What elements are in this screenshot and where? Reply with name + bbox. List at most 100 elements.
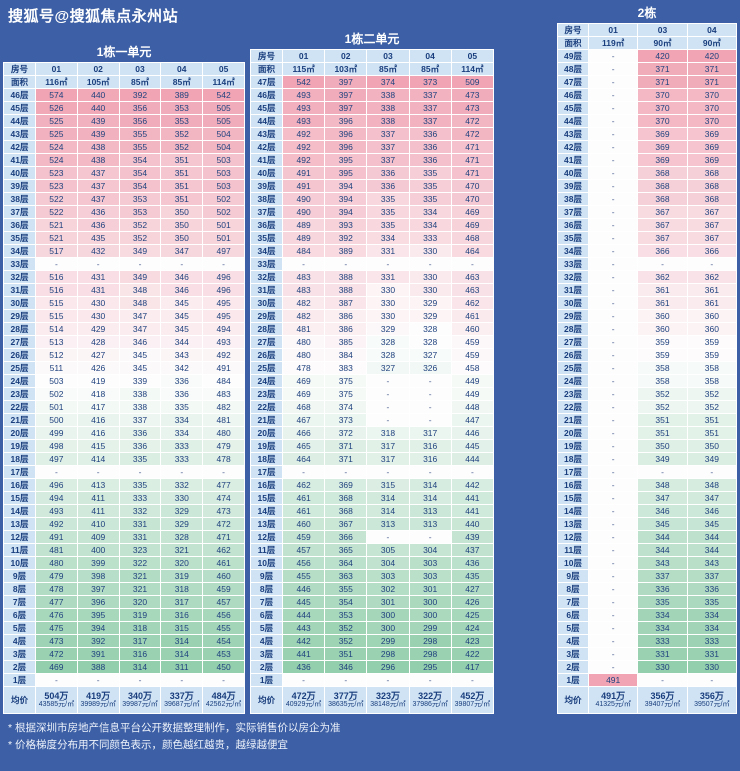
price-cell: - — [587, 283, 639, 297]
price-cell: 360 — [686, 322, 738, 336]
price-cell: 472 — [450, 127, 495, 141]
price-cell: 420 — [686, 49, 738, 63]
header-row: 面积 115㎡ 103㎡ 85㎡ 85㎡ 114㎡ — [250, 62, 495, 76]
price-cell: - — [408, 413, 452, 427]
table-row: 23层 -352 352 — [557, 387, 738, 401]
price-cell: 321 — [118, 582, 162, 596]
price-cell: 358 — [637, 361, 688, 375]
price-cell: 389 — [324, 244, 368, 258]
floor-label: 29层 — [250, 309, 283, 323]
avg-price-cell: 472万 40929元/㎡ — [281, 686, 326, 714]
price-cell: 436 — [76, 205, 120, 219]
price-cell: 512 — [35, 348, 78, 362]
price-cell: - — [587, 634, 639, 648]
table-row: 17层 - - - - - — [250, 465, 495, 479]
price-cell: 303 — [366, 569, 410, 583]
floor-label: 11层 — [250, 543, 283, 557]
floor-label: 9层 — [3, 569, 36, 583]
avg-price-cell: 356万 39407元/㎡ — [637, 686, 688, 714]
price-cell: 365 — [324, 543, 368, 557]
floor-label: 38层 — [557, 192, 589, 206]
price-cell: 314 — [366, 504, 410, 518]
price-cell: 328 — [408, 322, 452, 336]
price-cell: 371 — [686, 75, 738, 89]
price-cell: 385 — [324, 335, 368, 349]
price-cell: 368 — [637, 192, 688, 206]
price-cell: 426 — [76, 361, 120, 375]
price-cell: 314 — [160, 634, 204, 648]
price-cell: 295 — [408, 660, 452, 674]
price-cell: 397 — [76, 582, 120, 596]
floor-label: 30层 — [250, 296, 283, 310]
price-cell: 369 — [686, 127, 738, 141]
table-row: 32层 516 431 349 346 496 — [3, 270, 245, 284]
area-header: 85㎡ — [160, 75, 204, 89]
price-cell: 460 — [281, 517, 326, 531]
price-cell: 345 — [160, 322, 204, 336]
price-cell: 368 — [637, 179, 688, 193]
price-cell: 344 — [160, 335, 204, 349]
price-cell: - — [587, 530, 639, 544]
price-cell: 471 — [450, 140, 495, 154]
price-cell: 356 — [118, 114, 162, 128]
price-cell: - — [408, 673, 452, 687]
table-row: 1层 - - - - - — [250, 673, 495, 687]
price-cell: 347 — [118, 322, 162, 336]
price-cell: 440 — [450, 517, 495, 531]
room-number-header: 03 — [366, 49, 410, 63]
area-label: 面积 — [3, 75, 36, 89]
floor-label: 23层 — [250, 387, 283, 401]
floor-label: 5层 — [250, 621, 283, 635]
price-cell: 355 — [118, 140, 162, 154]
table-row: 10层 480 399 322 320 461 — [3, 556, 245, 570]
table-row: 29层 482 386 330 329 461 — [250, 309, 495, 323]
price-cell: 317 — [366, 439, 410, 453]
avg-unit-price: 39687元/㎡ — [164, 701, 200, 708]
floor-label: 26层 — [557, 348, 589, 362]
room-number-header: 02 — [324, 49, 368, 63]
price-cell: 436 — [450, 556, 495, 570]
price-cell: 354 — [118, 153, 162, 167]
table-row: 40层 491 395 336 335 471 — [250, 166, 495, 180]
table-row: 28层 481 386 329 328 460 — [250, 322, 495, 336]
avg-unit-price: 38635元/㎡ — [328, 701, 364, 708]
table-row: 38层 490 394 335 335 470 — [250, 192, 495, 206]
price-cell: - — [324, 465, 368, 479]
floor-label: 2层 — [250, 660, 283, 674]
table-row: 10层 -343 343 — [557, 556, 738, 570]
footnote-source: * 根据深圳市房地产信息平台公开数据整理制作，实际销售价以房企为准 — [8, 722, 341, 734]
price-cell: 409 — [76, 530, 120, 544]
floor-label: 28层 — [250, 322, 283, 336]
price-cell: 480 — [35, 556, 78, 570]
price-cell: 352 — [686, 387, 738, 401]
room-number-header: 01 — [587, 23, 639, 37]
price-cell: 331 — [637, 647, 688, 661]
price-cell: 366 — [324, 530, 368, 544]
price-cell: - — [366, 257, 410, 271]
price-cell: 328 — [366, 348, 410, 362]
price-cell: 496 — [35, 478, 78, 492]
price-cell: 393 — [324, 218, 368, 232]
price-cell: 525 — [35, 114, 78, 128]
price-cell: 347 — [686, 491, 738, 505]
price-cell: 349 — [118, 244, 162, 258]
price-cell: 542 — [202, 88, 245, 102]
price-cell: 350 — [160, 231, 204, 245]
price-cell: - — [587, 88, 639, 102]
table-row: 2层 469 388 314 311 450 — [3, 660, 245, 674]
floor-label: 44层 — [3, 114, 36, 128]
table-row: 18层 497 414 335 333 478 — [3, 452, 245, 466]
table-row: 38层 522 437 353 351 502 — [3, 192, 245, 206]
table-row: 41层 492 395 337 336 471 — [250, 153, 495, 167]
price-cell: 335 — [160, 400, 204, 414]
price-cell: 449 — [450, 387, 495, 401]
price-cell: 316 — [408, 452, 452, 466]
floor-label: 8层 — [250, 582, 283, 596]
price-cell: 335 — [118, 478, 162, 492]
price-cell: 430 — [76, 309, 120, 323]
price-cell: 330 — [408, 244, 452, 258]
price-cell: 353 — [118, 192, 162, 206]
avg-price-cell: 337万 39687元/㎡ — [160, 686, 204, 714]
floor-label: 25层 — [3, 361, 36, 375]
price-cell: 484 — [281, 244, 326, 258]
